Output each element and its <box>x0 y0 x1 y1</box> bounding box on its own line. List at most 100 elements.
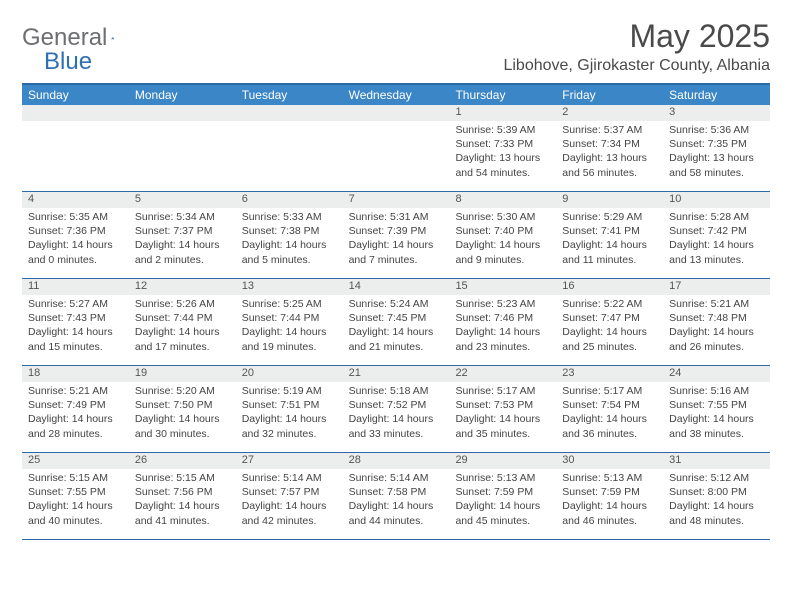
day-data: Sunrise: 5:34 AMSunset: 7:37 PMDaylight:… <box>129 208 236 271</box>
sunset-text: Sunset: 7:59 PM <box>455 485 550 499</box>
daylight-text: Daylight: 14 hours and 44 minutes. <box>349 499 444 527</box>
sunrise-text: Sunrise: 5:21 AM <box>669 297 764 311</box>
sunrise-text: Sunrise: 5:28 AM <box>669 210 764 224</box>
day-number: 31 <box>663 453 770 469</box>
day-cell: 12Sunrise: 5:26 AMSunset: 7:44 PMDayligh… <box>129 279 236 365</box>
sunset-text: Sunset: 7:36 PM <box>28 224 123 238</box>
daylight-text: Daylight: 14 hours and 0 minutes. <box>28 238 123 266</box>
title-block: May 2025 Libohove, Gjirokaster County, A… <box>503 18 770 75</box>
day-data: Sunrise: 5:22 AMSunset: 7:47 PMDaylight:… <box>556 295 663 358</box>
day-number: 19 <box>129 366 236 382</box>
day-number: 28 <box>343 453 450 469</box>
day-number: 24 <box>663 366 770 382</box>
sunset-text: Sunset: 7:54 PM <box>562 398 657 412</box>
day-cell: 30Sunrise: 5:13 AMSunset: 7:59 PMDayligh… <box>556 453 663 539</box>
day-data <box>129 121 236 127</box>
day-number: 14 <box>343 279 450 295</box>
daylight-text: Daylight: 14 hours and 38 minutes. <box>669 412 764 440</box>
sunset-text: Sunset: 7:57 PM <box>242 485 337 499</box>
sunrise-text: Sunrise: 5:22 AM <box>562 297 657 311</box>
dayhead-thu: Thursday <box>449 85 556 105</box>
day-cell: 16Sunrise: 5:22 AMSunset: 7:47 PMDayligh… <box>556 279 663 365</box>
daylight-text: Daylight: 14 hours and 2 minutes. <box>135 238 230 266</box>
sunset-text: Sunset: 7:38 PM <box>242 224 337 238</box>
day-number: 20 <box>236 366 343 382</box>
daylight-text: Daylight: 14 hours and 35 minutes. <box>455 412 550 440</box>
day-cell: 23Sunrise: 5:17 AMSunset: 7:54 PMDayligh… <box>556 366 663 452</box>
sunrise-text: Sunrise: 5:36 AM <box>669 123 764 137</box>
week-row: 11Sunrise: 5:27 AMSunset: 7:43 PMDayligh… <box>22 279 770 366</box>
weeks-container: 1Sunrise: 5:39 AMSunset: 7:33 PMDaylight… <box>22 105 770 540</box>
day-data: Sunrise: 5:17 AMSunset: 7:54 PMDaylight:… <box>556 382 663 445</box>
day-number: 15 <box>449 279 556 295</box>
sunset-text: Sunset: 7:49 PM <box>28 398 123 412</box>
day-data: Sunrise: 5:39 AMSunset: 7:33 PMDaylight:… <box>449 121 556 184</box>
sunrise-text: Sunrise: 5:30 AM <box>455 210 550 224</box>
daylight-text: Daylight: 14 hours and 41 minutes. <box>135 499 230 527</box>
daylight-text: Daylight: 14 hours and 19 minutes. <box>242 325 337 353</box>
day-number: 2 <box>556 105 663 121</box>
sail-icon <box>111 29 115 47</box>
day-cell: 5Sunrise: 5:34 AMSunset: 7:37 PMDaylight… <box>129 192 236 278</box>
sunset-text: Sunset: 7:53 PM <box>455 398 550 412</box>
day-data: Sunrise: 5:18 AMSunset: 7:52 PMDaylight:… <box>343 382 450 445</box>
day-data: Sunrise: 5:23 AMSunset: 7:46 PMDaylight:… <box>449 295 556 358</box>
day-cell: 31Sunrise: 5:12 AMSunset: 8:00 PMDayligh… <box>663 453 770 539</box>
day-number: 21 <box>343 366 450 382</box>
day-number: 16 <box>556 279 663 295</box>
day-data: Sunrise: 5:16 AMSunset: 7:55 PMDaylight:… <box>663 382 770 445</box>
day-data: Sunrise: 5:17 AMSunset: 7:53 PMDaylight:… <box>449 382 556 445</box>
sunset-text: Sunset: 7:55 PM <box>669 398 764 412</box>
day-data: Sunrise: 5:24 AMSunset: 7:45 PMDaylight:… <box>343 295 450 358</box>
header: General Blue May 2025 Libohove, Gjirokas… <box>22 18 770 75</box>
day-data: Sunrise: 5:21 AMSunset: 7:48 PMDaylight:… <box>663 295 770 358</box>
sunrise-text: Sunrise: 5:17 AM <box>562 384 657 398</box>
day-number <box>22 105 129 121</box>
daylight-text: Daylight: 14 hours and 40 minutes. <box>28 499 123 527</box>
day-cell: 28Sunrise: 5:14 AMSunset: 7:58 PMDayligh… <box>343 453 450 539</box>
sunset-text: Sunset: 7:44 PM <box>242 311 337 325</box>
day-number: 6 <box>236 192 343 208</box>
sunrise-text: Sunrise: 5:20 AM <box>135 384 230 398</box>
day-cell <box>129 105 236 191</box>
day-data: Sunrise: 5:37 AMSunset: 7:34 PMDaylight:… <box>556 121 663 184</box>
sunset-text: Sunset: 7:58 PM <box>349 485 444 499</box>
sunrise-text: Sunrise: 5:19 AM <box>242 384 337 398</box>
day-cell: 26Sunrise: 5:15 AMSunset: 7:56 PMDayligh… <box>129 453 236 539</box>
daylight-text: Daylight: 14 hours and 48 minutes. <box>669 499 764 527</box>
daylight-text: Daylight: 14 hours and 30 minutes. <box>135 412 230 440</box>
day-number: 17 <box>663 279 770 295</box>
sunrise-text: Sunrise: 5:26 AM <box>135 297 230 311</box>
sunset-text: Sunset: 7:46 PM <box>455 311 550 325</box>
day-cell: 2Sunrise: 5:37 AMSunset: 7:34 PMDaylight… <box>556 105 663 191</box>
day-data: Sunrise: 5:30 AMSunset: 7:40 PMDaylight:… <box>449 208 556 271</box>
dayhead-sat: Saturday <box>663 85 770 105</box>
day-cell <box>22 105 129 191</box>
day-cell: 4Sunrise: 5:35 AMSunset: 7:36 PMDaylight… <box>22 192 129 278</box>
sunrise-text: Sunrise: 5:31 AM <box>349 210 444 224</box>
sunrise-text: Sunrise: 5:15 AM <box>28 471 123 485</box>
day-data: Sunrise: 5:21 AMSunset: 7:49 PMDaylight:… <box>22 382 129 445</box>
day-data: Sunrise: 5:36 AMSunset: 7:35 PMDaylight:… <box>663 121 770 184</box>
sunset-text: Sunset: 7:34 PM <box>562 137 657 151</box>
daylight-text: Daylight: 14 hours and 21 minutes. <box>349 325 444 353</box>
dayhead-row: Sunday Monday Tuesday Wednesday Thursday… <box>22 83 770 105</box>
day-number: 25 <box>22 453 129 469</box>
day-cell: 6Sunrise: 5:33 AMSunset: 7:38 PMDaylight… <box>236 192 343 278</box>
sunrise-text: Sunrise: 5:14 AM <box>242 471 337 485</box>
sunset-text: Sunset: 8:00 PM <box>669 485 764 499</box>
day-number <box>343 105 450 121</box>
sunset-text: Sunset: 7:59 PM <box>562 485 657 499</box>
week-row: 18Sunrise: 5:21 AMSunset: 7:49 PMDayligh… <box>22 366 770 453</box>
sunrise-text: Sunrise: 5:18 AM <box>349 384 444 398</box>
sunrise-text: Sunrise: 5:23 AM <box>455 297 550 311</box>
sunrise-text: Sunrise: 5:37 AM <box>562 123 657 137</box>
sunset-text: Sunset: 7:56 PM <box>135 485 230 499</box>
day-cell: 7Sunrise: 5:31 AMSunset: 7:39 PMDaylight… <box>343 192 450 278</box>
sunrise-text: Sunrise: 5:27 AM <box>28 297 123 311</box>
daylight-text: Daylight: 14 hours and 42 minutes. <box>242 499 337 527</box>
day-cell: 18Sunrise: 5:21 AMSunset: 7:49 PMDayligh… <box>22 366 129 452</box>
day-number: 13 <box>236 279 343 295</box>
sunrise-text: Sunrise: 5:25 AM <box>242 297 337 311</box>
daylight-text: Daylight: 14 hours and 15 minutes. <box>28 325 123 353</box>
